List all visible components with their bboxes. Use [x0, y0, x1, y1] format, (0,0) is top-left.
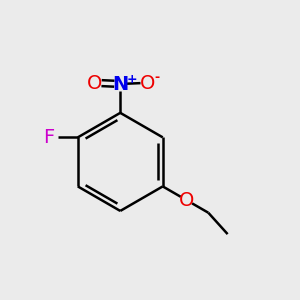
Text: O: O	[140, 74, 155, 93]
Text: +: +	[127, 73, 137, 86]
Text: N: N	[112, 75, 128, 94]
Text: F: F	[43, 128, 54, 147]
Text: O: O	[179, 190, 194, 210]
Text: O: O	[87, 74, 102, 93]
Text: -: -	[155, 71, 160, 84]
